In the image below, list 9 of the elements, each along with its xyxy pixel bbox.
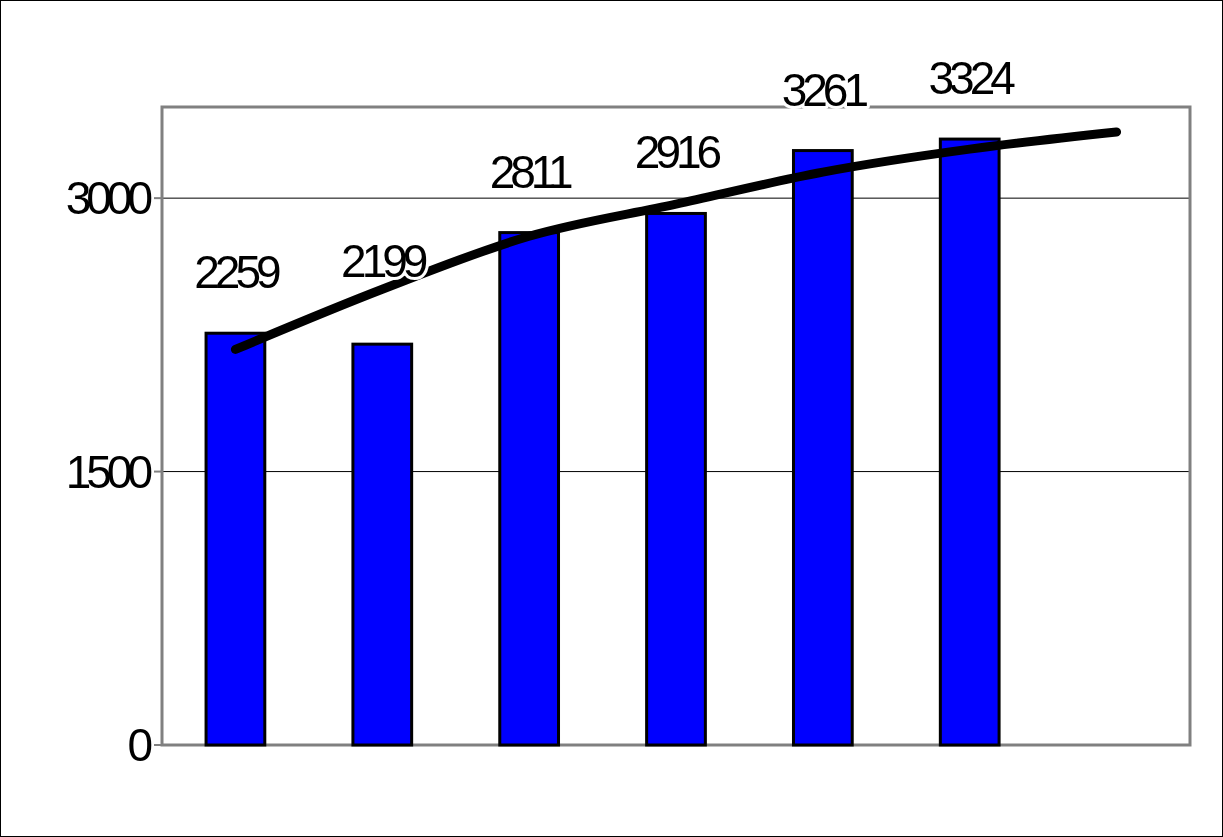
data-label: 2199 (341, 235, 427, 288)
y-tick-label: 1500 (65, 445, 152, 498)
data-label: 2811 (489, 145, 573, 198)
y-tick-label: 0 (127, 719, 152, 772)
data-label: 3324 (928, 52, 1016, 105)
data-label: 3261 (781, 63, 868, 116)
data-label: 2259 (194, 246, 281, 299)
y-tick-label: 3000 (65, 172, 152, 225)
data-label: 2916 (634, 126, 721, 179)
